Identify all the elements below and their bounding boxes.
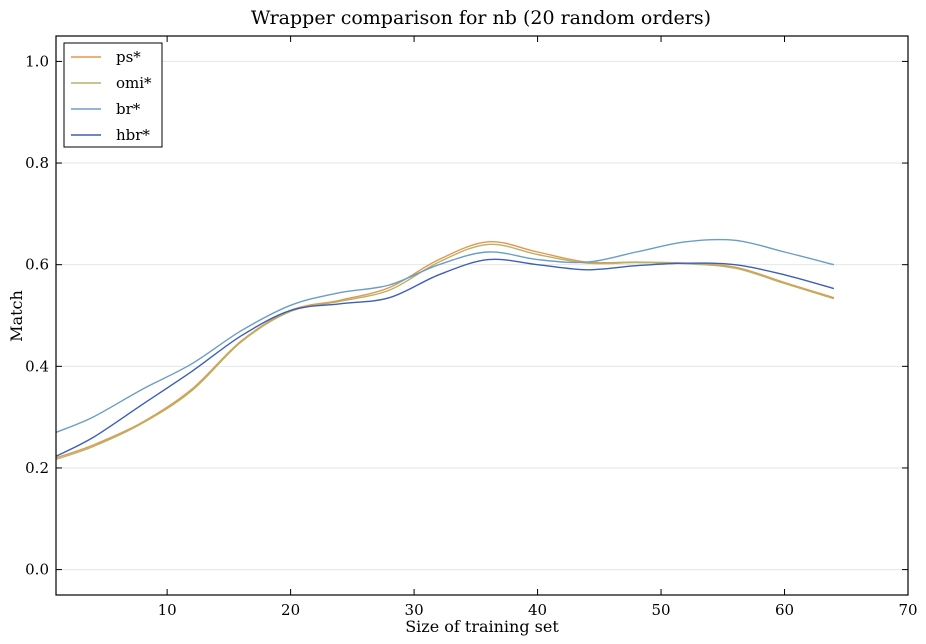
legend-label: omi*	[116, 74, 152, 92]
y-tick-label: 0.0	[25, 561, 49, 579]
series-line-hbr	[55, 258, 835, 457]
legend-label: ps*	[116, 48, 141, 66]
x-tick-label: 40	[528, 601, 547, 619]
y-tick-label: 0.6	[25, 256, 49, 274]
grid-lines	[56, 60, 908, 571]
series-line-omi	[55, 243, 835, 460]
legend-box	[63, 42, 163, 148]
series-line-ps	[55, 241, 835, 459]
series-lines	[55, 238, 835, 460]
y-tick-label: 0.8	[25, 154, 49, 172]
x-axis-ticks: 10 20 30 40 50 60 70	[158, 36, 918, 619]
x-tick-label: 10	[158, 601, 177, 619]
legend-label: hbr*	[116, 126, 150, 144]
series-line-br	[55, 238, 835, 434]
y-axis-ticks: 0.0 0.2 0.4 0.6 0.8 1.0	[25, 52, 908, 579]
y-tick-label: 1.0	[25, 52, 49, 70]
x-tick-label: 20	[281, 601, 300, 619]
x-tick-label: 70	[898, 601, 917, 619]
chart-title: Wrapper comparison for nb (20 random ord…	[251, 7, 711, 29]
x-tick-label: 50	[651, 601, 670, 619]
x-axis-label: Size of training set	[405, 617, 559, 636]
y-axis-label: Match	[7, 290, 26, 342]
y-tick-label: 0.4	[25, 357, 49, 375]
plot-frame	[55, 35, 909, 596]
x-tick-label: 30	[405, 601, 424, 619]
x-tick-label: 60	[775, 601, 794, 619]
legend-label: br*	[116, 100, 141, 118]
y-tick-label: 0.2	[25, 459, 49, 477]
legend: ps* omi* br* hbr*	[63, 42, 163, 148]
